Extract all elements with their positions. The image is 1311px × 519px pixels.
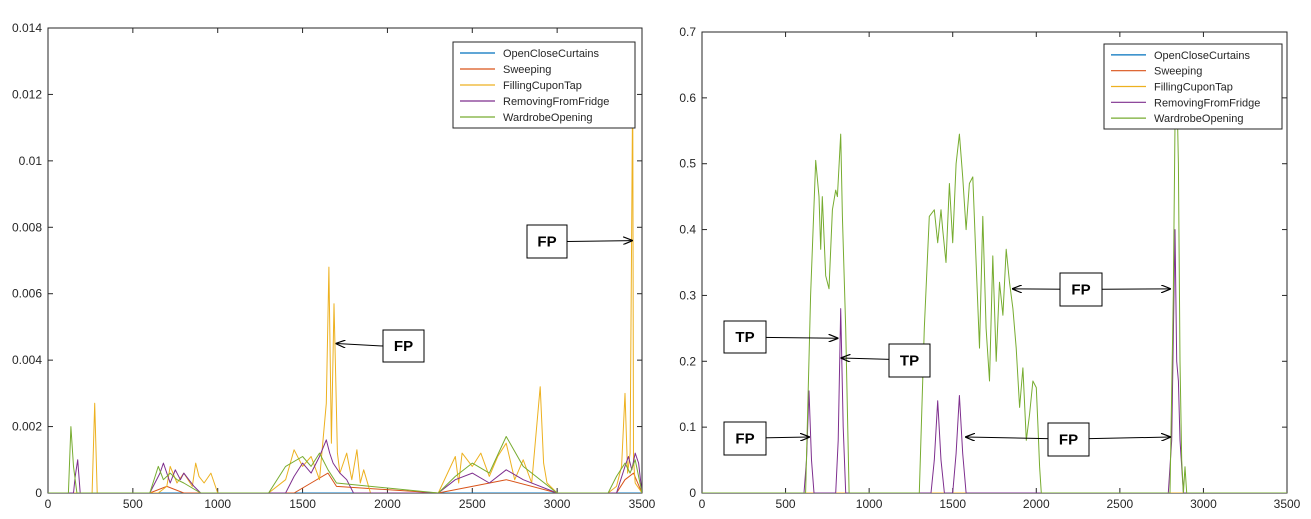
x-tick-label: 3000	[544, 497, 571, 511]
series-group	[702, 77, 1287, 493]
y-tick-label: 0	[35, 486, 42, 500]
y-tick-label: 0.3	[679, 288, 696, 302]
y-tick-label: 0.1	[679, 420, 696, 434]
legend-entry: WardrobeOpening	[503, 112, 592, 124]
annotation: FP	[526, 224, 632, 259]
annotation-label: FP	[394, 338, 413, 355]
series-group	[48, 80, 642, 493]
x-tick-label: 2000	[374, 497, 401, 511]
legend-entry: WardrobeOpening	[1154, 113, 1243, 125]
annotation-box	[1047, 422, 1090, 457]
y-tick-label: 0.2	[679, 354, 696, 368]
y-tick-label: 0.4	[679, 223, 696, 237]
annotation-arrow	[566, 241, 632, 242]
annotation-arrow	[337, 344, 384, 346]
x-tick-label: 500	[776, 497, 796, 511]
y-tick-label: 0	[689, 486, 696, 500]
y-tick-label: 0.006	[12, 287, 42, 301]
y-tick-label: 0.5	[679, 157, 696, 171]
annotation: FP	[337, 329, 425, 363]
annotation-label: FP	[735, 431, 754, 448]
annotation-label: TP	[900, 353, 919, 370]
legend-entry: OpenCloseCurtains	[503, 48, 599, 60]
legend-entry: FillingCuponTap	[1154, 82, 1233, 94]
y-tick-label: 0.002	[12, 420, 42, 434]
annotation-label: FP	[1071, 282, 1090, 299]
annotation-box	[382, 329, 425, 363]
y-tick-label: 0.008	[12, 220, 42, 234]
x-tick-label: 1000	[856, 497, 883, 511]
annotation: TP	[723, 320, 837, 354]
x-tick-label: 1500	[289, 497, 316, 511]
annotation-label: FP	[1059, 432, 1078, 449]
series-line-wardrobeopening	[48, 426, 642, 493]
annotation: FP	[723, 421, 809, 456]
annotation-label: TP	[735, 329, 754, 346]
x-tick-label: 0	[45, 497, 52, 511]
x-tick-label: 3000	[1190, 497, 1217, 511]
legend: OpenCloseCurtains Sweeping FillingCuponTap…	[452, 41, 636, 129]
series-line-fillingcupontap	[48, 80, 642, 493]
y-tick-label: 0.014	[12, 21, 42, 35]
y-tick-label: 0.01	[19, 154, 43, 168]
legend-entry: RemovingFromFridge	[1154, 97, 1260, 109]
series-line-wardrobeopening	[702, 77, 1287, 493]
annotation-box	[526, 224, 568, 259]
x-tick-label: 1500	[939, 497, 966, 511]
series-line-removingfromfridge	[48, 439, 642, 493]
legend: OpenCloseCurtains Sweeping FillingCuponTap…	[1103, 43, 1283, 130]
series-line-sweeping	[48, 472, 642, 493]
annotation: TP	[842, 343, 931, 378]
x-tick-label: 500	[123, 497, 143, 511]
annotation-box	[723, 421, 767, 456]
x-tick-label: 2000	[1023, 497, 1050, 511]
y-tick-label: 0.6	[679, 91, 696, 105]
legend-entry: Sweeping	[1154, 66, 1202, 78]
x-tick-label: 3500	[629, 497, 656, 511]
y-tick-label: 0.012	[12, 87, 42, 101]
x-tick-label: 2500	[459, 497, 486, 511]
annotation-box	[723, 320, 767, 354]
x-tick-label: 0	[699, 497, 706, 511]
annotation-box	[1059, 272, 1103, 307]
annotation: FP	[1047, 422, 1170, 457]
x-tick-label: 2500	[1107, 497, 1134, 511]
legend-entry: RemovingFromFridge	[503, 96, 609, 108]
annotation-box	[888, 343, 931, 378]
y-tick-label: 0.7	[679, 25, 696, 39]
legend-entry: OpenCloseCurtains	[1154, 50, 1250, 62]
annotation-label: FP	[537, 234, 556, 251]
annotation: FP	[1059, 272, 1170, 307]
x-tick-label: 3500	[1274, 497, 1301, 511]
chart-left: 0 500 1000 1500 2000 2500 3000 3500 0 0.002 0.004 0…	[12, 21, 656, 511]
series-line-removingfromfridge	[702, 229, 1287, 493]
y-tick-label: 0.004	[12, 353, 42, 367]
chart-right: 0 500 1000 1500 2000 2500 3000 3500 0 0.1 0.2 0.3 0.…	[679, 25, 1300, 511]
legend-entry: Sweeping	[503, 64, 551, 76]
legend-entry: FillingCuponTap	[503, 80, 582, 92]
x-tick-label: 1000	[204, 497, 231, 511]
